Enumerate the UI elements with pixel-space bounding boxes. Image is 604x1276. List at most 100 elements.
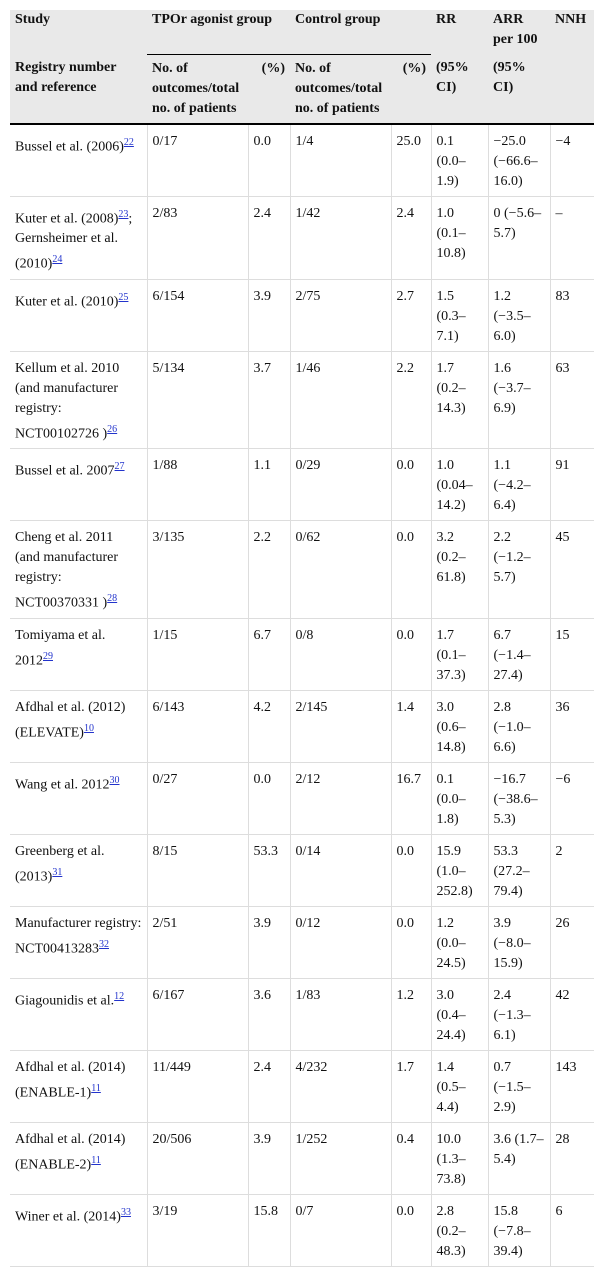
- tpo-pct-cell: 6.7: [247, 618, 290, 692]
- study-cell: Kuter et al. (2008)23; Gernsheimer et al…: [10, 196, 147, 280]
- study-text: Wang et al. 2012: [15, 777, 110, 793]
- arr-cell: 2.8 (−1.0–6.6): [487, 690, 551, 764]
- nnh-cell: 143: [549, 1050, 595, 1124]
- reference: 11: [91, 1153, 101, 1166]
- nnh-cell: 83: [549, 279, 595, 352]
- ctrl-pct-cell: 0.4: [390, 1122, 432, 1196]
- reference: 32: [99, 937, 109, 950]
- arr-cell: 0.7 (−1.5–2.9): [487, 1050, 551, 1124]
- reference: 10: [84, 721, 94, 734]
- study-text: Bussel et al. 2007: [15, 464, 115, 480]
- reference-link[interactable]: 27: [114, 461, 125, 473]
- nnh-cell: 2: [549, 834, 595, 908]
- arr-cell: 0 (−5.6–5.7): [487, 196, 551, 280]
- table-row: Bussel et al. 200727 1/88 1.1 0/29 0.0 1.0 (0…: [10, 448, 595, 522]
- ctrl-cell: 1/42: [289, 196, 391, 280]
- reference-link[interactable]: 28: [107, 593, 118, 605]
- ctrl-cell: 0/62: [289, 520, 391, 620]
- tpo-pct-cell: 0.0: [247, 762, 290, 836]
- tpo-pct-cell: 3.9: [247, 279, 290, 352]
- reference: 11: [91, 1081, 101, 1094]
- arr-cell: 1.6 (−3.7–6.9): [487, 351, 551, 450]
- nnh-cell: 63: [549, 351, 595, 450]
- tpo-pct-cell: 3.6: [247, 978, 290, 1052]
- reference-link[interactable]: 11: [91, 1083, 101, 1095]
- tpo-pct-cell: 2.4: [247, 196, 290, 280]
- rr-cell: 3.0 (0.6–14.8): [430, 690, 489, 764]
- ctrl-pct-cell: 2.7: [390, 279, 432, 352]
- study-text: Manufacturer registry: NCT00413283: [15, 916, 142, 957]
- study-text: Bussel et al. (2006): [15, 139, 124, 155]
- reference-link[interactable]: 10: [83, 723, 94, 735]
- reference-link[interactable]: 25: [118, 291, 129, 303]
- table-row: Kuter et al. (2010)25 6/154 3.9 2/75 2.7 1.5 …: [10, 279, 595, 352]
- table-row: Bussel et al. (2006)22 0/17 0.0 1/4 25.0 0.1 …: [10, 123, 595, 197]
- study-cell: Afdhal et al. (2014) (ENABLE-1)11: [10, 1050, 147, 1124]
- nnh-cell: −6: [549, 762, 595, 836]
- reference-link[interactable]: 24: [52, 254, 63, 266]
- arr-cell: 2.2 (−1.2–5.7): [487, 520, 551, 620]
- header-cell: (%): [248, 54, 290, 125]
- study-text: Afdhal et al. (2014) (ENABLE-1): [15, 1060, 126, 1101]
- study-cell: Giagounidis et al.12: [10, 978, 147, 1052]
- study-cell: Afdhal et al. (2012) (ELEVATE)10: [10, 690, 147, 764]
- rr-cell: 1.7 (0.1–37.3): [430, 618, 489, 692]
- reference-link[interactable]: 23: [118, 208, 129, 220]
- reference-link[interactable]: 29: [43, 651, 53, 663]
- tpo-pct-cell: 2.2: [247, 520, 290, 620]
- reference: 22: [124, 135, 134, 148]
- study-text: Cheng et al. 2011 (and manufacturer regi…: [15, 530, 118, 612]
- header-cell: Control group: [290, 10, 432, 55]
- reference: 27: [115, 459, 125, 472]
- tpo-cell: 5/134: [146, 351, 248, 450]
- ctrl-cell: 1/83: [289, 978, 391, 1052]
- ctrl-cell: 2/12: [289, 762, 391, 836]
- ctrl-pct-cell: 2.4: [390, 196, 432, 280]
- study-cell: Greenberg et al. (2013)31: [10, 834, 147, 908]
- reference-link[interactable]: 31: [52, 867, 63, 879]
- ctrl-cell: 2/75: [289, 279, 391, 352]
- ctrl-pct-cell: 16.7: [390, 762, 432, 836]
- rr-cell: 15.9 (1.0–252.8): [430, 834, 489, 908]
- reference-link[interactable]: 12: [114, 991, 125, 1003]
- ctrl-cell: 1/252: [289, 1122, 391, 1196]
- nnh-cell: 15: [549, 618, 595, 692]
- tpo-cell: 6/143: [146, 690, 248, 764]
- reference-link[interactable]: 32: [99, 939, 109, 951]
- reference-link[interactable]: 22: [123, 136, 134, 148]
- study-cell: Kuter et al. (2010)25: [10, 279, 147, 352]
- tpo-pct-cell: 53.3: [247, 834, 290, 908]
- arr-cell: 1.1 (−4.2–6.4): [487, 448, 551, 522]
- ctrl-pct-cell: 1.7: [390, 1050, 432, 1124]
- ctrl-cell: 0/14: [289, 834, 391, 908]
- reference-link[interactable]: 26: [107, 423, 118, 435]
- reference-link[interactable]: 30: [109, 775, 120, 787]
- ctrl-pct-cell: 1.2: [390, 978, 432, 1052]
- tpo-pct-cell: 3.9: [247, 906, 290, 980]
- rr-cell: 3.2 (0.2–61.8): [430, 520, 489, 620]
- reference-link[interactable]: 33: [120, 1207, 131, 1219]
- arr-cell: 15.8 (−7.8–39.4): [487, 1194, 551, 1268]
- reference-link[interactable]: 11: [91, 1155, 101, 1167]
- reference: 24: [52, 252, 62, 265]
- tpo-cell: 0/27: [146, 762, 248, 836]
- reference: 12: [114, 989, 124, 1002]
- rr-cell: 1.0 (0.1–10.8): [430, 196, 489, 280]
- table-row: Afdhal et al. (2012) (ELEVATE)10 6/143 4.2…: [10, 690, 595, 764]
- study-cell: Bussel et al. 200727: [10, 448, 147, 522]
- header-cell: No. of outcomes/total no. of patients: [147, 54, 248, 125]
- ctrl-pct-cell: 1.4: [390, 690, 432, 764]
- tpo-pct-cell: 4.2: [247, 690, 290, 764]
- study-text: Kellum et al. 2010 (and manufacturer reg…: [15, 360, 120, 442]
- ctrl-pct-cell: 2.2: [390, 351, 432, 450]
- study-text: Giagounidis et al.: [15, 993, 115, 1009]
- header-cell: (95% CI): [488, 54, 551, 125]
- arr-cell: 2.4 (−1.3–6.1): [487, 978, 551, 1052]
- header-cell: Study: [10, 10, 147, 54]
- reference: 30: [110, 773, 120, 786]
- results-table: Study TPOr agonist group Control group R…: [10, 10, 595, 1268]
- table-row: Kellum et al. 2010 (and manufacturer reg…: [10, 351, 595, 450]
- nnh-cell: 6: [549, 1194, 595, 1268]
- study-text: Kuter et al. (2010): [15, 294, 119, 310]
- study-text: ; Gernsheimer et al. (2010): [15, 211, 133, 272]
